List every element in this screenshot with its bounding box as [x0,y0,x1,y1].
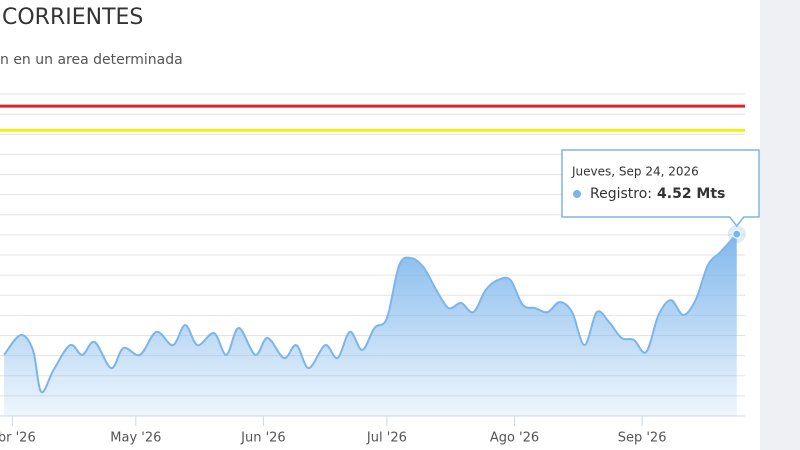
x-tick-label: Ago '26 [490,431,539,446]
chart-title: CORRIENTES [2,5,143,30]
line [3,233,738,394]
chart: CORRIENTES n en un area determinada Abr … [0,5,760,446]
tooltip-text: Registro: 4.52 Mts [590,186,725,202]
x-tick-label: May '26 [110,431,161,446]
point [732,229,742,239]
x-tick-label: Jun '26 [240,431,286,446]
tooltip-dot [573,190,581,198]
tooltip-box [561,149,760,228]
tooltip-name: Registro: [590,186,652,202]
x-tick-label: Jul '26 [366,431,407,446]
x-tick-label: Abr '26 [0,431,36,446]
side-panel [760,0,800,450]
tooltip-value: 4.52 Mts [657,186,725,202]
chart-subtitle: n en un area determinada [0,52,183,68]
x-tick-label: Sep '26 [618,431,667,446]
area [4,234,737,416]
tooltip-date: Jueves, Sep 24, 2026 [571,165,699,179]
